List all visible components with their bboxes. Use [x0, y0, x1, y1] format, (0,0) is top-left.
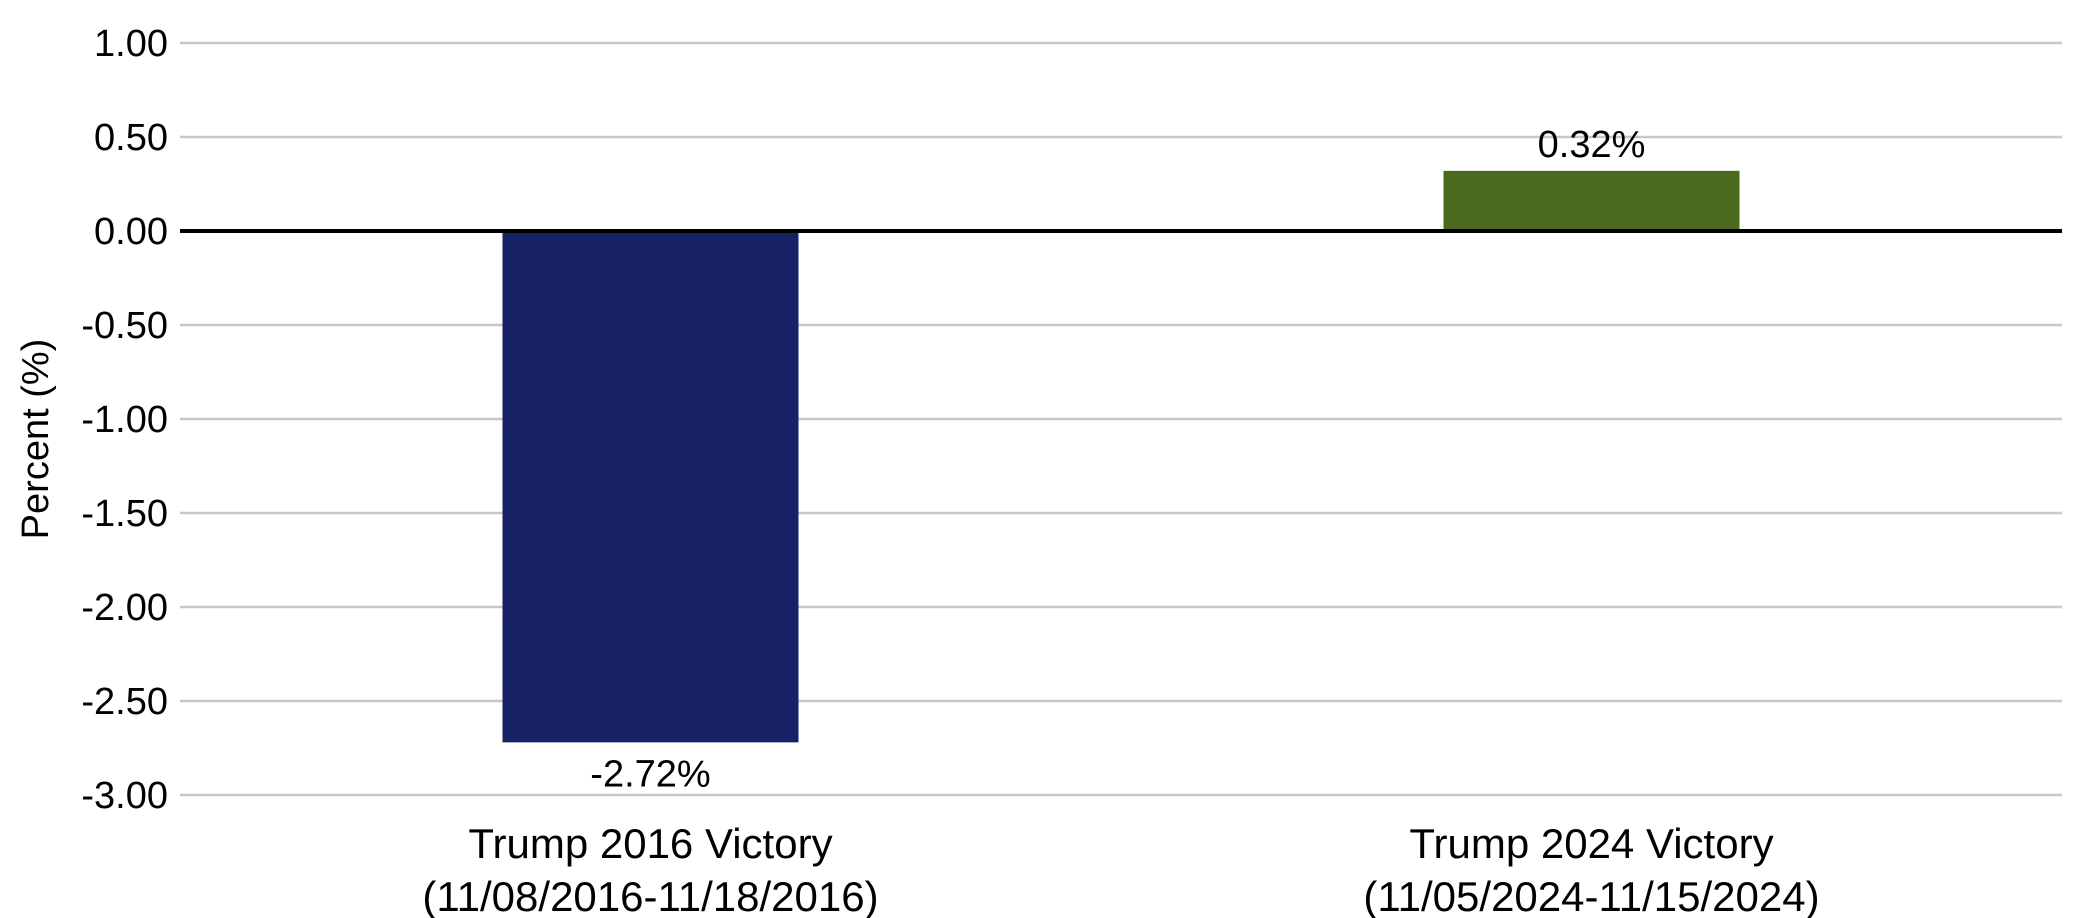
y-tick-label: 1.00 [94, 23, 168, 65]
y-axis-tick-labels: 1.00 0.50 0.00 -0.50 -1.00 -1.50 -2.00 -2.50 -3.… [81, 23, 168, 817]
x-category-label: (11/08/2016-11/18/2016) [422, 873, 878, 918]
y-tick-label: 0.50 [94, 117, 168, 159]
x-category-label: Trump 2024 Victory [1409, 820, 1773, 867]
y-tick-label: -2.00 [81, 587, 168, 629]
y-tick-label: -1.50 [81, 493, 168, 535]
y-tick-label: -0.50 [81, 305, 168, 347]
y-tick-label: -2.50 [81, 681, 168, 723]
bars [502, 170, 1740, 743]
y-tick-label: -3.00 [81, 775, 168, 817]
y-axis-title: Percent (%) [15, 339, 57, 540]
gridlines [180, 41, 2062, 797]
y-tick-label: 0.00 [94, 211, 168, 253]
y-tick-label: -1.00 [81, 399, 168, 441]
bar [1443, 170, 1740, 231]
bar-data-label: 0.32% [1538, 124, 1646, 166]
x-category-label: Trump 2016 Victory [468, 820, 832, 867]
bar-data-label: -2.72% [590, 753, 710, 795]
x-category-label: (11/05/2024-11/15/2024) [1363, 873, 1819, 918]
bar [502, 231, 799, 743]
data-labels: -2.72% 0.32% [590, 124, 1645, 796]
x-axis-category-labels: Trump 2016 Victory (11/08/2016-11/18/2016… [422, 820, 1819, 918]
